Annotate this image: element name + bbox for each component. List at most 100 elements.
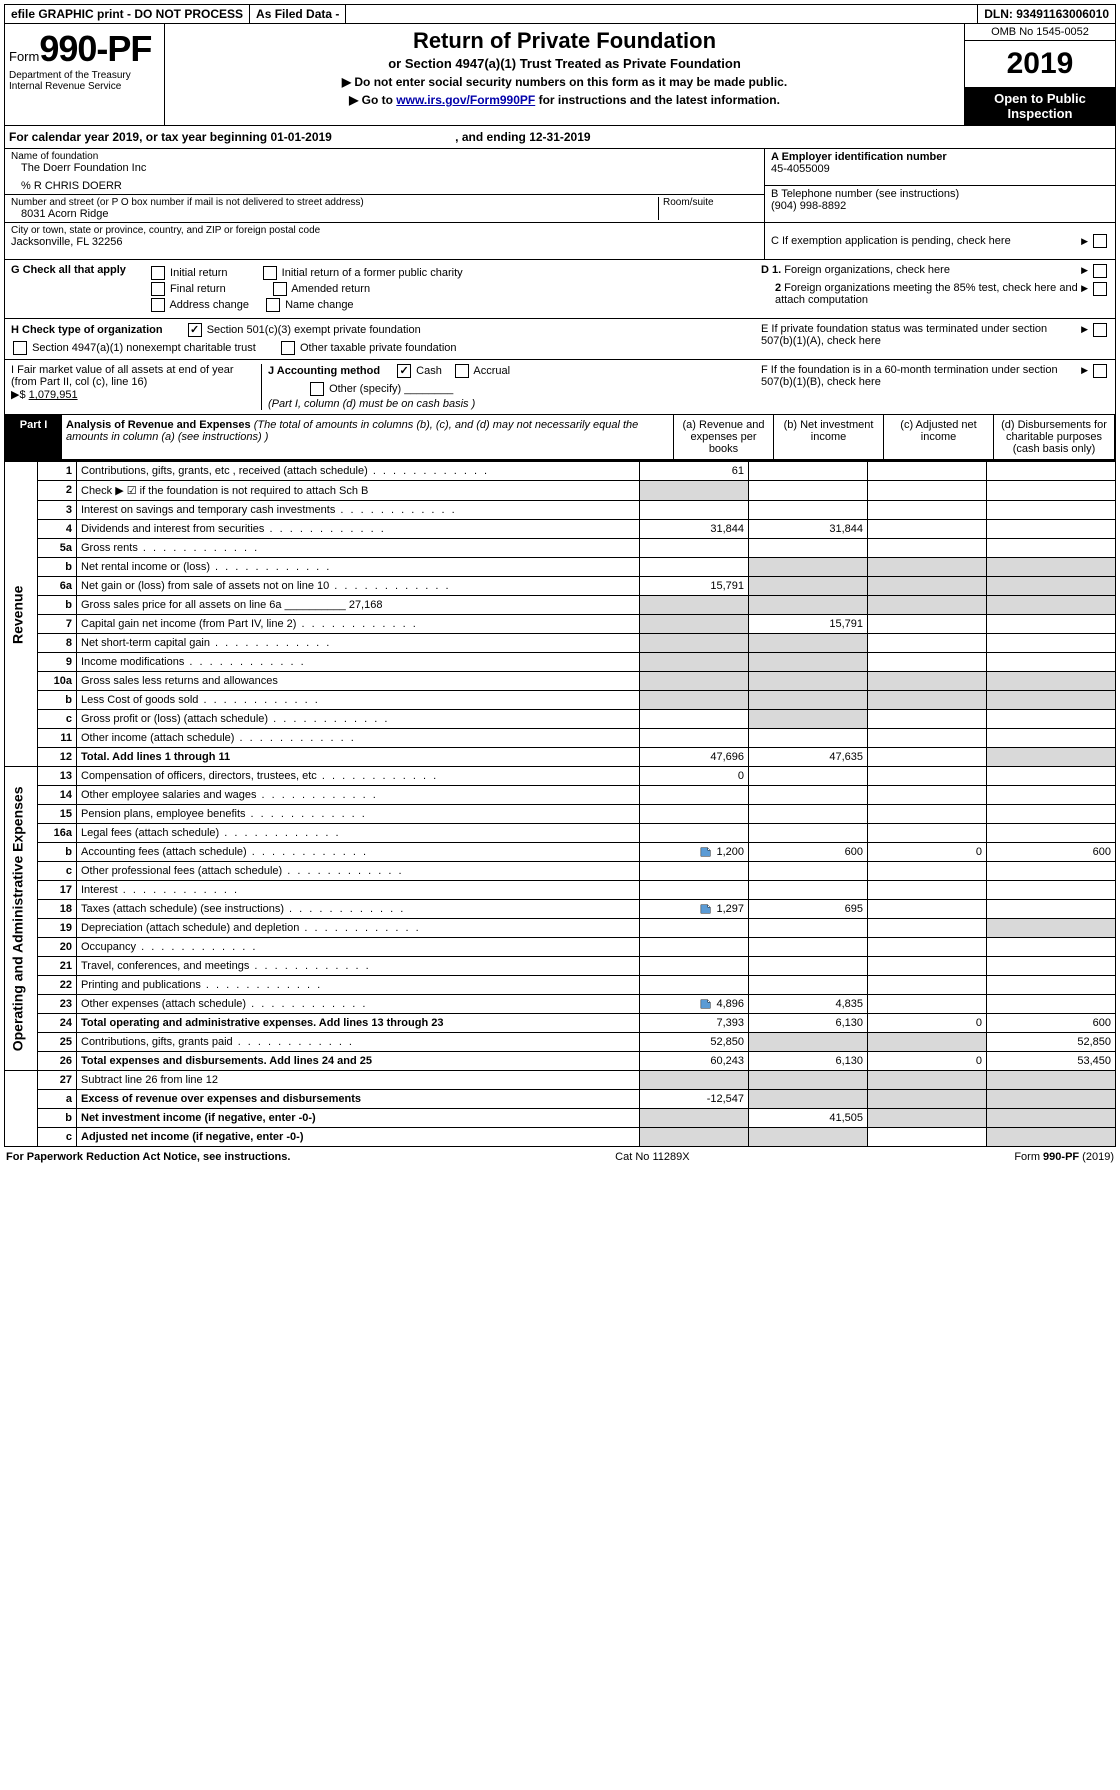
chk-name-change[interactable]	[266, 298, 280, 312]
cell-a	[640, 881, 749, 900]
chk-d1[interactable]	[1093, 264, 1107, 278]
cell-b: 31,844	[749, 520, 868, 539]
paperwork-notice: For Paperwork Reduction Act Notice, see …	[6, 1151, 290, 1163]
cell-c: 0	[868, 1052, 987, 1071]
chk-final-return[interactable]	[151, 282, 165, 296]
cell-c	[868, 881, 987, 900]
dept-treasury: Department of the Treasury	[9, 70, 160, 81]
cell-b	[749, 938, 868, 957]
attachment-icon[interactable]	[699, 846, 713, 858]
chk-d2[interactable]	[1093, 282, 1107, 296]
row-number: a	[38, 1090, 77, 1109]
table-row: 27Subtract line 26 from line 12	[5, 1071, 1116, 1090]
table-row: cOther professional fees (attach schedul…	[5, 862, 1116, 881]
chk-f[interactable]	[1093, 364, 1107, 378]
row-label: Less Cost of goods sold	[77, 691, 640, 710]
row-number: 18	[38, 900, 77, 919]
table-row: bGross sales price for all assets on lin…	[5, 596, 1116, 615]
cell-b	[749, 1071, 868, 1090]
cell-a: 15,791	[640, 577, 749, 596]
row-label: Contributions, gifts, grants paid	[77, 1033, 640, 1052]
cell-d	[987, 462, 1116, 481]
row-number: 20	[38, 938, 77, 957]
col-b-head: (b) Net investment income	[774, 415, 884, 459]
table-row: 9Income modifications	[5, 653, 1116, 672]
row-number: 6a	[38, 577, 77, 596]
room-label: Room/suite	[663, 197, 758, 208]
chk-initial-return[interactable]	[151, 266, 165, 280]
cell-c	[868, 862, 987, 881]
chk-other-taxable[interactable]	[281, 341, 295, 355]
cell-a	[640, 1109, 749, 1128]
table-row: 26Total expenses and disbursements. Add …	[5, 1052, 1116, 1071]
cell-c	[868, 1090, 987, 1109]
col-a-head: (a) Revenue and expenses per books	[674, 415, 774, 459]
cell-a	[640, 691, 749, 710]
row-number: 16a	[38, 824, 77, 843]
cell-a: 1,200	[640, 843, 749, 862]
row-label: Total expenses and disbursements. Add li…	[77, 1052, 640, 1071]
row-number: 12	[38, 748, 77, 767]
page-footer: For Paperwork Reduction Act Notice, see …	[4, 1147, 1116, 1167]
attachment-icon[interactable]	[699, 903, 713, 915]
cell-d	[987, 729, 1116, 748]
chk-initial-former[interactable]	[263, 266, 277, 280]
cell-c	[868, 1109, 987, 1128]
table-row: 25Contributions, gifts, grants paid52,85…	[5, 1033, 1116, 1052]
i-label: I Fair market value of all assets at end…	[11, 364, 261, 388]
table-row: 14Other employee salaries and wages	[5, 786, 1116, 805]
addr-label: Number and street (or P O box number if …	[11, 197, 658, 208]
cell-d	[987, 900, 1116, 919]
cell-c	[868, 824, 987, 843]
table-row: bNet investment income (if negative, ent…	[5, 1109, 1116, 1128]
row-number: b	[38, 691, 77, 710]
cell-b	[749, 577, 868, 596]
spacer	[5, 1071, 38, 1147]
cell-d: 53,450	[987, 1052, 1116, 1071]
part1-badge: Part I	[6, 415, 62, 459]
cell-d	[987, 976, 1116, 995]
chk-other-method[interactable]	[310, 382, 324, 396]
cell-d	[987, 634, 1116, 653]
row-number: c	[38, 1128, 77, 1147]
top-bar: efile GRAPHIC print - DO NOT PROCESS As …	[4, 4, 1116, 24]
row-label: Gross profit or (loss) (attach schedule)	[77, 710, 640, 729]
cell-a: 0	[640, 767, 749, 786]
chk-e[interactable]	[1093, 323, 1107, 337]
row-label: Income modifications	[77, 653, 640, 672]
exemption-checkbox[interactable]	[1093, 234, 1107, 248]
chk-4947[interactable]	[13, 341, 27, 355]
cell-d	[987, 1071, 1116, 1090]
cell-c	[868, 976, 987, 995]
irs-link[interactable]: www.irs.gov/Form990PF	[396, 93, 535, 107]
row-label: Contributions, gifts, grants, etc , rece…	[77, 462, 640, 481]
row-number: c	[38, 862, 77, 881]
table-row: 11Other income (attach schedule)	[5, 729, 1116, 748]
row-number: 15	[38, 805, 77, 824]
cell-d	[987, 501, 1116, 520]
chk-address-change[interactable]	[151, 298, 165, 312]
row-label: Dividends and interest from securities	[77, 520, 640, 539]
table-row: 6aNet gain or (loss) from sale of assets…	[5, 577, 1116, 596]
cell-a	[640, 805, 749, 824]
cell-b	[749, 976, 868, 995]
cell-b	[749, 786, 868, 805]
cell-c	[868, 729, 987, 748]
cell-c: 0	[868, 843, 987, 862]
row-number: 1	[38, 462, 77, 481]
cell-c	[868, 558, 987, 577]
chk-accrual[interactable]	[455, 364, 469, 378]
cell-c	[868, 481, 987, 501]
table-row: 16aLegal fees (attach schedule)	[5, 824, 1116, 843]
chk-amended[interactable]	[273, 282, 287, 296]
attachment-icon[interactable]	[699, 998, 713, 1010]
cell-a	[640, 481, 749, 501]
cell-d	[987, 539, 1116, 558]
ssn-note: ▶ Do not enter social security numbers o…	[169, 75, 960, 89]
chk-501c3[interactable]	[188, 323, 202, 337]
cell-b	[749, 824, 868, 843]
cell-c	[868, 900, 987, 919]
col-c-head: (c) Adjusted net income	[884, 415, 994, 459]
row-number: 7	[38, 615, 77, 634]
chk-cash[interactable]	[397, 364, 411, 378]
